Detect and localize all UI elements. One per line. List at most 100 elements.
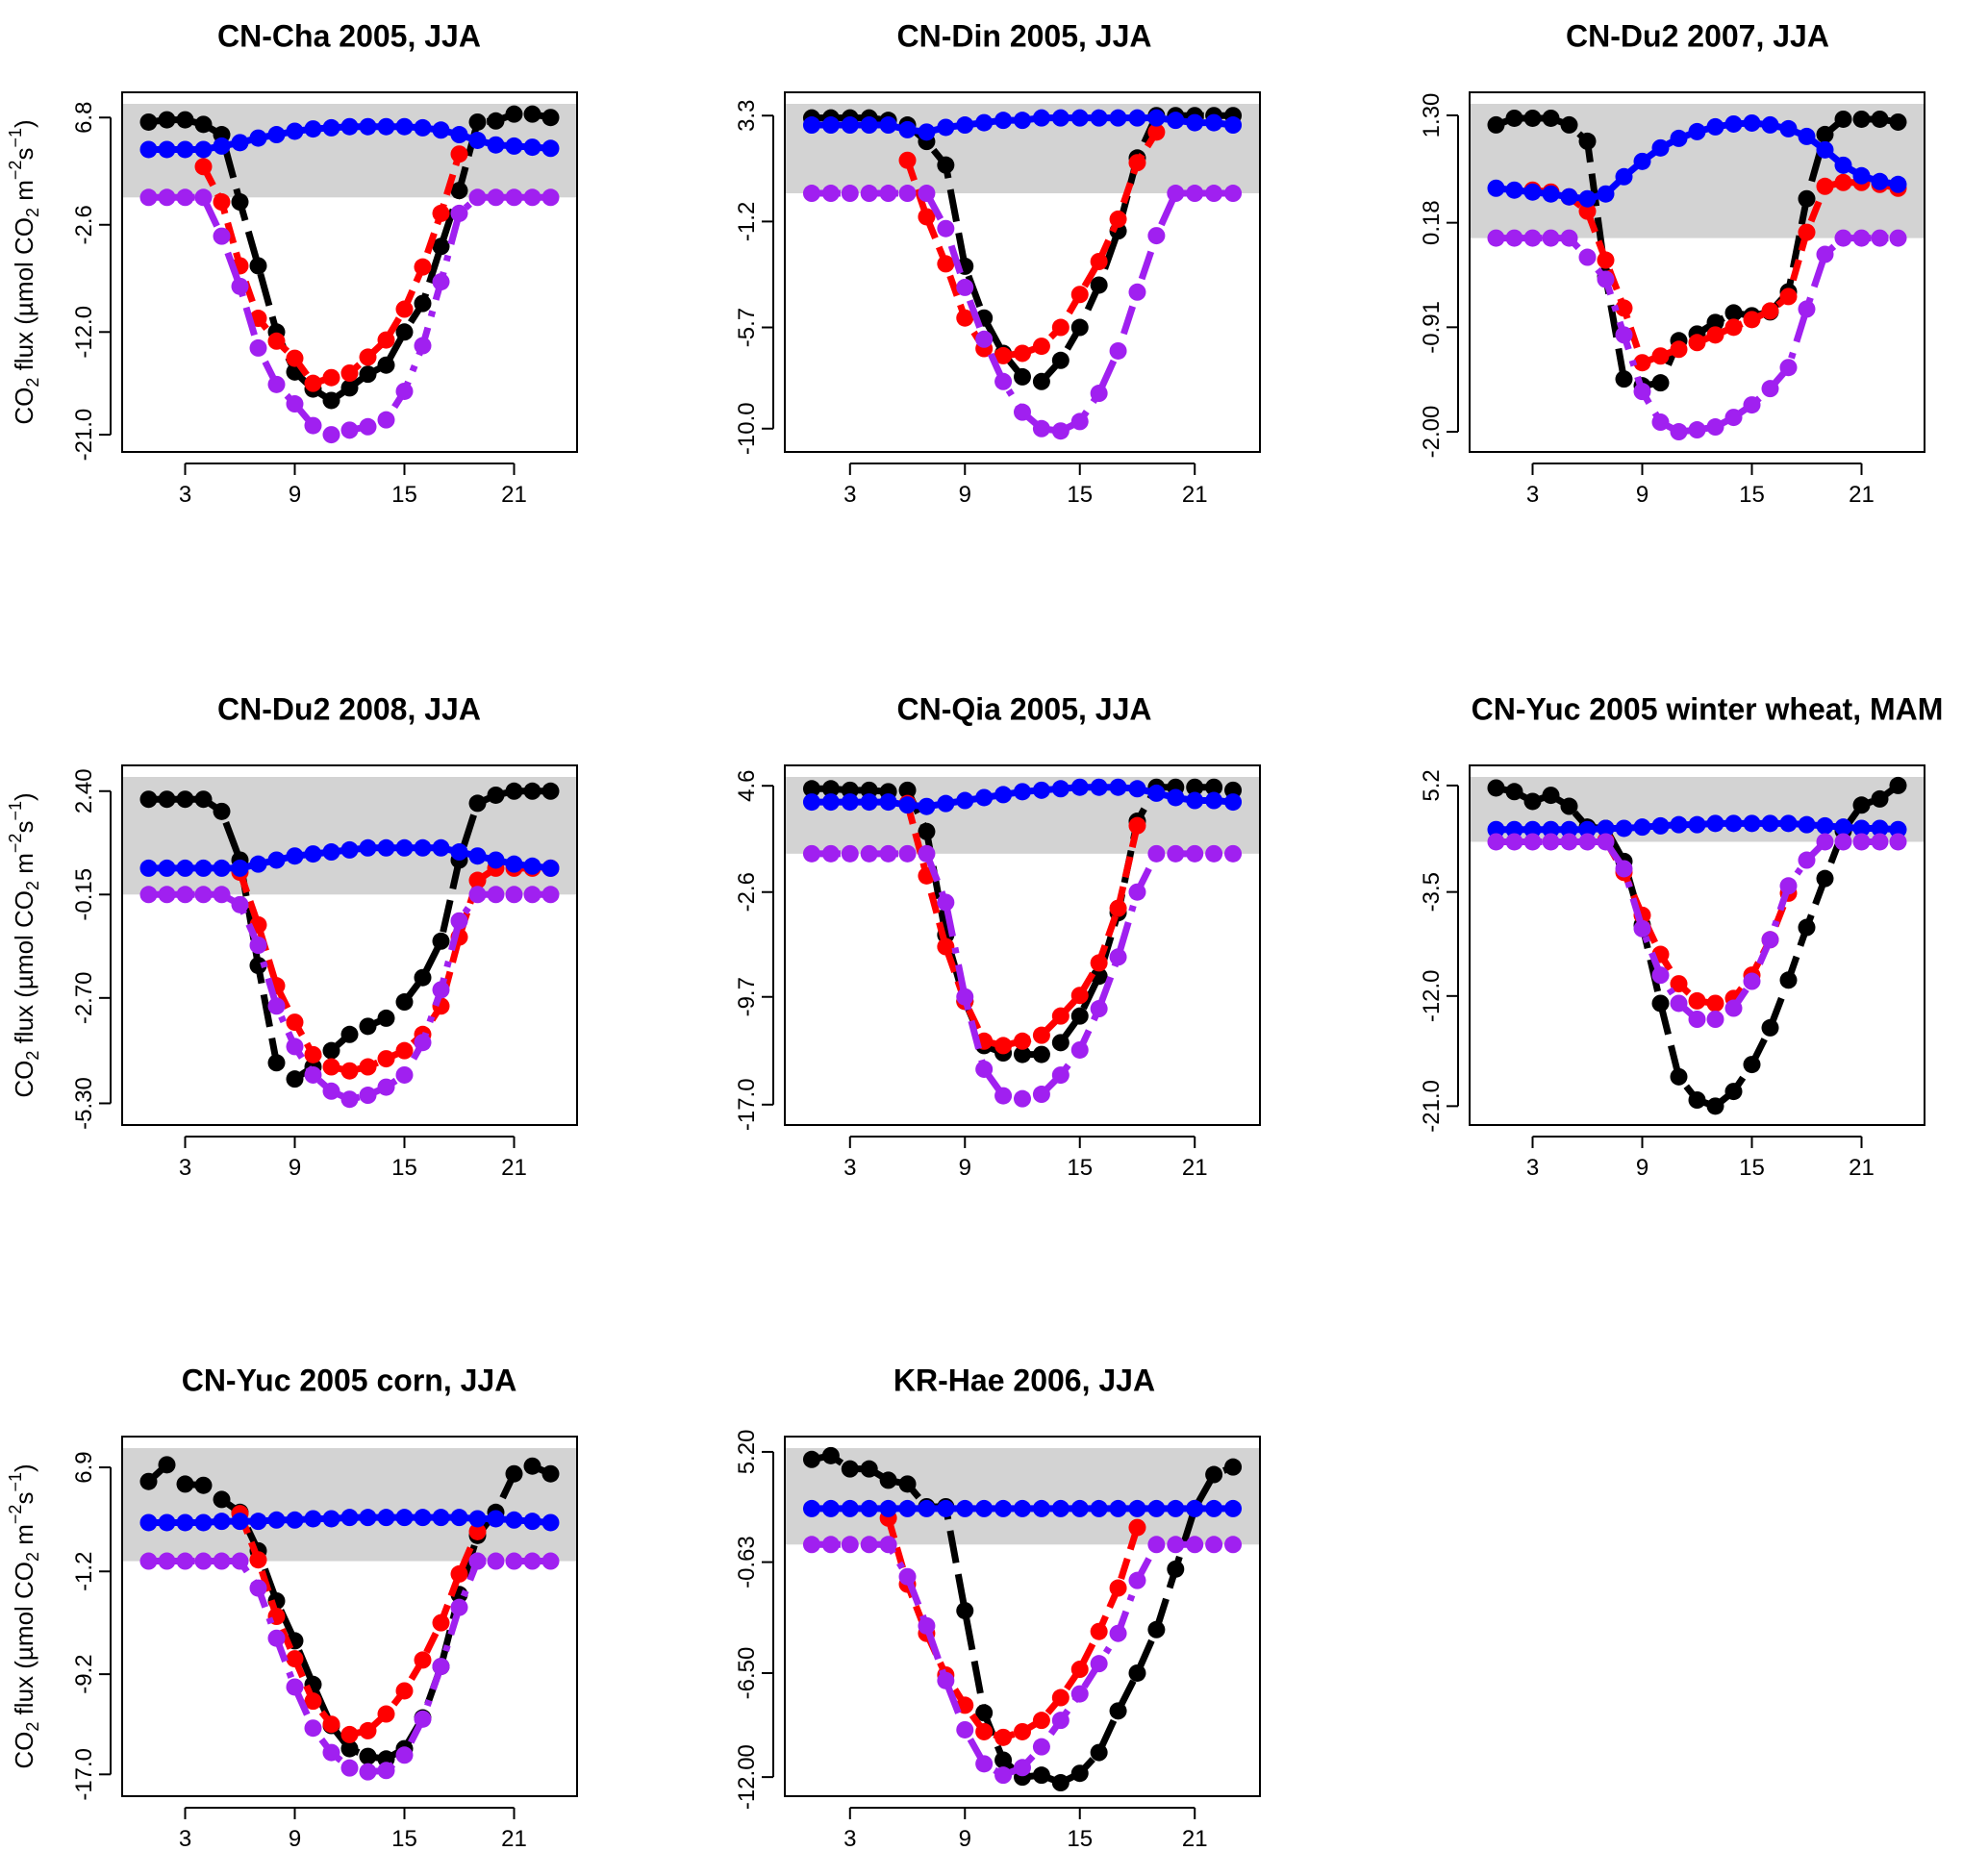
data-point (1688, 815, 1706, 834)
data-point (1688, 122, 1706, 140)
data-point (1670, 815, 1688, 834)
data-point (1560, 797, 1578, 815)
data-point (432, 204, 450, 222)
data-point (359, 365, 377, 384)
data-point (975, 330, 994, 348)
data-point (918, 185, 936, 203)
data-point (340, 1025, 359, 1043)
x-tick-label: 3 (843, 1826, 856, 1852)
data-point (1224, 793, 1243, 812)
data-point (249, 338, 267, 357)
data-point (1128, 816, 1146, 835)
data-point (1032, 1766, 1050, 1785)
data-point (286, 122, 304, 140)
data-point (267, 1629, 286, 1647)
data-point (1651, 966, 1670, 985)
y-tick-label: -2.6 (71, 205, 97, 244)
data-point (1090, 276, 1108, 294)
data-point (1505, 833, 1523, 851)
data-point (898, 1567, 917, 1586)
data-point (1051, 1688, 1070, 1707)
data-point (1224, 844, 1243, 863)
data-point (1779, 359, 1798, 377)
data-point (322, 1510, 340, 1528)
data-point (304, 1045, 322, 1063)
data-point (975, 1499, 994, 1517)
data-point (994, 1751, 1013, 1769)
data-point (1834, 173, 1852, 191)
series-line (1602, 838, 1792, 1008)
data-point (377, 1050, 395, 1068)
data-point (1109, 109, 1127, 127)
y-tick-label: 6.8 (71, 102, 97, 134)
data-point (1070, 109, 1089, 127)
x-tick-label: 21 (501, 1155, 527, 1181)
data-point (1128, 1518, 1146, 1537)
data-point (1487, 779, 1505, 797)
x-tick-label: 21 (1182, 1826, 1208, 1852)
plot-frame (1469, 91, 1925, 453)
data-point (1128, 1571, 1146, 1589)
data-point (1051, 780, 1070, 798)
data-point (340, 1759, 359, 1777)
data-point (1205, 185, 1223, 203)
svg-text:CO2 flux (µmol CO2 m−2s−1): CO2 flux (µmol CO2 m−2s−1) (6, 119, 42, 424)
data-point (267, 126, 286, 144)
data-point (1128, 109, 1146, 127)
data-point (1816, 125, 1834, 143)
data-point (1724, 814, 1743, 833)
data-point (937, 1671, 955, 1689)
x-tick-label: 15 (391, 482, 417, 508)
data-point (1090, 778, 1108, 796)
data-point (194, 859, 213, 877)
data-point (414, 1710, 432, 1728)
data-point (1633, 919, 1651, 938)
data-point (1051, 422, 1070, 440)
data-point (359, 1747, 377, 1765)
data-point (1578, 820, 1597, 838)
series-blue (139, 117, 560, 159)
data-point (359, 1017, 377, 1036)
data-point (1670, 423, 1688, 441)
x-tick-label: 15 (391, 1826, 417, 1852)
data-point (841, 793, 859, 812)
data-point (1743, 972, 1761, 990)
data-point (487, 188, 505, 207)
data-point (176, 140, 194, 159)
y-tick-label: -21.0 (1419, 1080, 1445, 1133)
data-point (1670, 1067, 1688, 1086)
data-point (304, 1510, 322, 1528)
data-point (1871, 789, 1889, 808)
data-point (267, 332, 286, 350)
data-point (1633, 354, 1651, 372)
data-point (1070, 1040, 1089, 1059)
data-point (377, 356, 395, 374)
data-point (523, 857, 541, 875)
data-point (1779, 119, 1798, 138)
data-point (322, 368, 340, 387)
data-point (414, 118, 432, 137)
panel-title: KR-Hae 2006, JJA (893, 1363, 1155, 1397)
data-point (1706, 1011, 1724, 1028)
data-point (821, 1499, 840, 1517)
data-point (304, 416, 322, 435)
data-point (395, 1509, 414, 1527)
data-point (505, 105, 523, 123)
data-point (1032, 1086, 1050, 1104)
data-point (1560, 188, 1578, 206)
data-point (213, 1552, 231, 1570)
data-point (468, 188, 487, 207)
data-point (1597, 270, 1615, 288)
data-point (1070, 1764, 1089, 1783)
data-point (523, 886, 541, 904)
data-point (487, 1510, 505, 1528)
x-tick-label: 21 (1182, 482, 1208, 508)
data-point (937, 156, 955, 174)
series-purple (802, 1536, 1243, 1785)
data-point (1798, 223, 1816, 241)
series-blue (802, 109, 1243, 141)
data-point (450, 1509, 468, 1527)
y-tick-label: -5.7 (734, 308, 760, 347)
data-point (1834, 156, 1852, 174)
